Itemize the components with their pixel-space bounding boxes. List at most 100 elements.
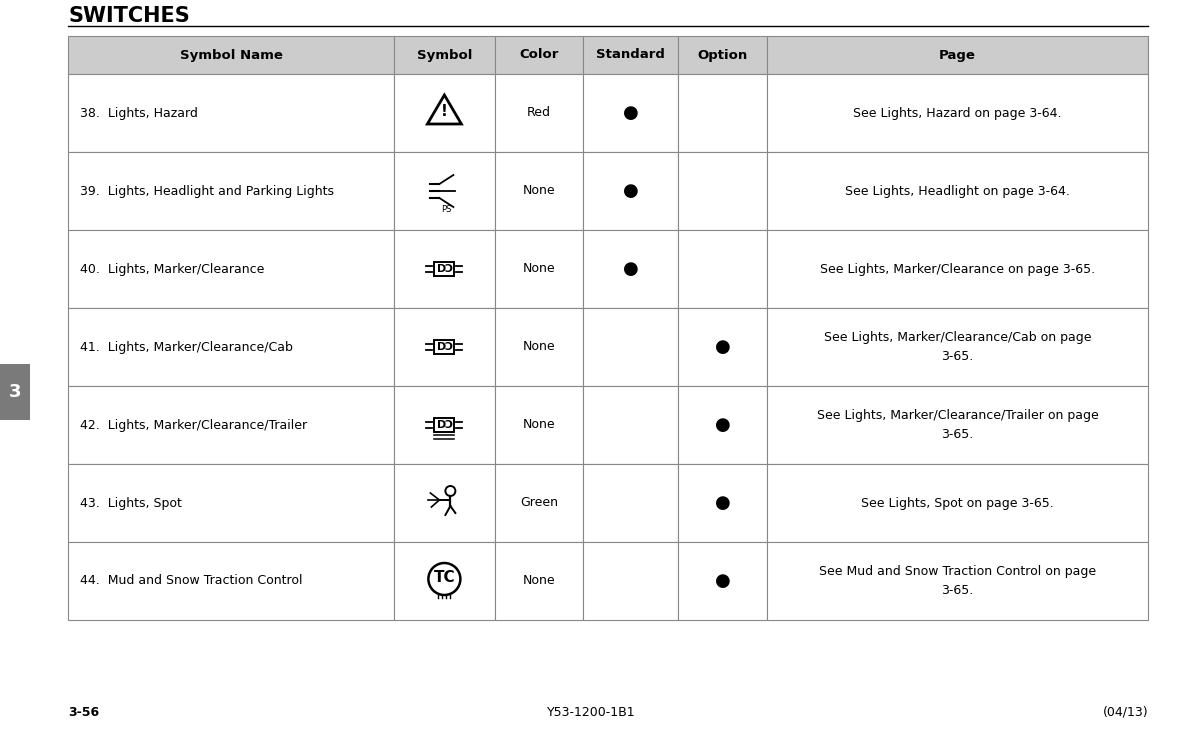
Text: ●: ● <box>623 104 638 122</box>
Bar <box>767 230 1148 308</box>
Bar <box>583 542 678 620</box>
Text: See Lights, Marker/Clearance/Cab on page
3-65.: See Lights, Marker/Clearance/Cab on page… <box>824 332 1091 362</box>
Bar <box>767 308 1148 386</box>
Bar <box>494 542 583 620</box>
Text: 3: 3 <box>8 383 21 401</box>
Bar <box>434 418 454 432</box>
Text: None: None <box>522 184 556 198</box>
Bar <box>494 74 583 152</box>
Bar <box>434 262 454 276</box>
Bar <box>678 542 767 620</box>
Text: None: None <box>522 575 556 588</box>
Text: Red: Red <box>527 106 551 119</box>
Text: ●: ● <box>623 260 638 278</box>
Bar <box>494 230 583 308</box>
Bar <box>678 386 767 464</box>
Text: None: None <box>522 419 556 431</box>
Text: 41.  Lights, Marker/Clearance/Cab: 41. Lights, Marker/Clearance/Cab <box>80 340 293 354</box>
Bar <box>394 230 494 308</box>
Bar <box>394 36 494 74</box>
Bar <box>767 386 1148 464</box>
Text: None: None <box>522 263 556 275</box>
Text: SWITCHES: SWITCHES <box>69 6 190 26</box>
Text: Ↄ: Ↄ <box>444 342 453 352</box>
Text: D: D <box>437 342 446 352</box>
Bar <box>494 36 583 74</box>
Bar <box>494 152 583 230</box>
Text: See Mud and Snow Traction Control on page
3-65.: See Mud and Snow Traction Control on pag… <box>819 566 1096 597</box>
Bar <box>494 308 583 386</box>
Bar <box>394 386 494 464</box>
Text: (04/13): (04/13) <box>1103 706 1148 719</box>
Bar <box>767 464 1148 542</box>
Text: ●: ● <box>715 416 730 434</box>
Bar <box>583 308 678 386</box>
Text: Ↄ: Ↄ <box>444 420 453 430</box>
Bar <box>394 152 494 230</box>
Bar <box>678 230 767 308</box>
Bar <box>767 152 1148 230</box>
Bar <box>69 230 394 308</box>
Bar <box>767 36 1148 74</box>
Bar <box>767 542 1148 620</box>
Bar <box>69 74 394 152</box>
Text: 38.  Lights, Hazard: 38. Lights, Hazard <box>80 106 197 119</box>
Bar <box>0 364 30 420</box>
Text: Standard: Standard <box>596 48 665 61</box>
Text: D: D <box>437 420 446 430</box>
Text: ●: ● <box>715 494 730 512</box>
Bar <box>767 74 1148 152</box>
Text: See Lights, Hazard on page 3-64.: See Lights, Hazard on page 3-64. <box>853 106 1061 119</box>
Text: PS: PS <box>441 206 452 214</box>
Bar <box>678 464 767 542</box>
Text: ●: ● <box>715 338 730 356</box>
Text: Color: Color <box>519 48 559 61</box>
Text: Symbol: Symbol <box>417 48 472 61</box>
Text: Symbol Name: Symbol Name <box>180 48 282 61</box>
Bar <box>69 542 394 620</box>
Bar <box>69 464 394 542</box>
Bar <box>394 464 494 542</box>
Bar <box>394 74 494 152</box>
Text: None: None <box>522 340 556 354</box>
Bar <box>394 542 494 620</box>
Bar <box>583 386 678 464</box>
Bar <box>583 464 678 542</box>
Bar <box>434 340 454 354</box>
Bar <box>69 36 394 74</box>
Text: Ↄ: Ↄ <box>444 264 453 274</box>
Text: 39.  Lights, Headlight and Parking Lights: 39. Lights, Headlight and Parking Lights <box>80 184 335 198</box>
Text: 43.  Lights, Spot: 43. Lights, Spot <box>80 496 182 509</box>
Bar <box>678 152 767 230</box>
Text: See Lights, Marker/Clearance/Trailer on page
3-65.: See Lights, Marker/Clearance/Trailer on … <box>817 409 1098 441</box>
Text: !: ! <box>441 105 448 119</box>
Bar <box>69 308 394 386</box>
Text: D: D <box>437 264 446 274</box>
Text: 44.  Mud and Snow Traction Control: 44. Mud and Snow Traction Control <box>80 575 303 588</box>
Text: TC: TC <box>434 570 455 586</box>
Bar <box>69 152 394 230</box>
Text: ●: ● <box>623 182 638 200</box>
Bar <box>583 152 678 230</box>
Text: ●: ● <box>715 572 730 590</box>
Text: Green: Green <box>520 496 558 509</box>
Text: Option: Option <box>697 48 747 61</box>
Bar <box>583 36 678 74</box>
Text: 40.  Lights, Marker/Clearance: 40. Lights, Marker/Clearance <box>80 263 265 275</box>
Bar <box>494 464 583 542</box>
Text: 42.  Lights, Marker/Clearance/Trailer: 42. Lights, Marker/Clearance/Trailer <box>80 419 307 431</box>
Bar <box>394 308 494 386</box>
Text: Page: Page <box>939 48 976 61</box>
Text: 3-56: 3-56 <box>69 706 99 719</box>
Bar <box>678 36 767 74</box>
Text: Y53-1200-1B1: Y53-1200-1B1 <box>547 706 635 719</box>
Bar <box>494 386 583 464</box>
Bar <box>678 308 767 386</box>
Text: See Lights, Spot on page 3-65.: See Lights, Spot on page 3-65. <box>860 496 1054 509</box>
Bar <box>583 230 678 308</box>
Bar <box>69 386 394 464</box>
Text: See Lights, Marker/Clearance on page 3-65.: See Lights, Marker/Clearance on page 3-6… <box>820 263 1095 275</box>
Bar <box>583 74 678 152</box>
Bar <box>678 74 767 152</box>
Text: See Lights, Headlight on page 3-64.: See Lights, Headlight on page 3-64. <box>845 184 1070 198</box>
